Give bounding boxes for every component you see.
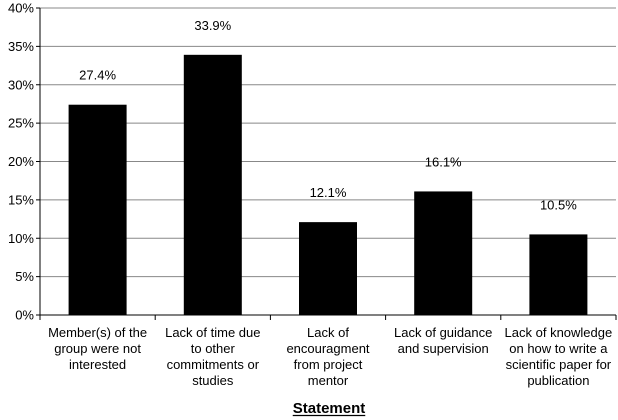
x-category-label: Lack of knowledge on how to write a scient… <box>505 325 613 388</box>
x-category-label: Lack of guidance and supervision <box>394 325 492 356</box>
bar <box>183 54 242 315</box>
x-category-label: Member(s) of the group were not interested <box>48 325 147 372</box>
x-category-label: Lack of encouragment from project mentor <box>286 325 369 388</box>
data-labels: 27.4% 33.9% 12.1% 16.1% 10.5% <box>79 18 577 213</box>
data-label: 12.1% <box>310 185 347 200</box>
x-axis-title: Statement <box>293 400 366 417</box>
y-tick-label: 10% <box>8 231 34 246</box>
x-category-label: Lack of time due to other commitments or st… <box>165 325 260 388</box>
gridlines <box>40 7 616 278</box>
y-tick-label: 0% <box>15 308 34 323</box>
data-label: 33.9% <box>194 18 231 33</box>
bar <box>414 191 473 315</box>
data-label: 27.4% <box>79 68 116 83</box>
data-label: 10.5% <box>540 197 577 212</box>
bar <box>68 104 127 315</box>
bar <box>529 234 588 315</box>
y-tick-label: 15% <box>8 192 34 207</box>
y-tick-label: 20% <box>8 154 34 169</box>
bars <box>68 54 588 315</box>
y-tick-label: 25% <box>8 116 34 131</box>
bar <box>299 222 357 315</box>
y-tick-label: 30% <box>8 77 34 92</box>
x-axis-category-labels: Member(s) of the group were not interested… <box>39 315 617 388</box>
y-axis-tick-labels: 0% 5% 10% 15% 20% 25% 30% 35% 40% <box>8 1 40 323</box>
axes <box>39 8 616 316</box>
y-tick-label: 5% <box>15 269 34 284</box>
y-tick-label: 35% <box>8 39 34 54</box>
y-tick-label: 40% <box>8 1 34 16</box>
data-label: 16.1% <box>425 154 462 169</box>
